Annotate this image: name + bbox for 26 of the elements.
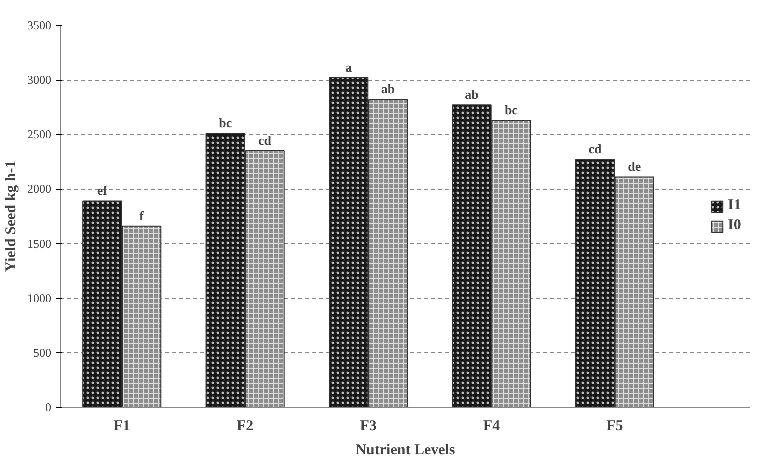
annotation: cd	[588, 142, 603, 157]
y-tick-label: 3000	[28, 73, 52, 88]
y-tick-label: 500	[34, 346, 52, 360]
y-tick-label: 1500	[28, 236, 52, 251]
y-tick-label: 2500	[28, 128, 52, 142]
annotation: bc	[219, 116, 232, 131]
x-tick-label: F5	[606, 418, 624, 434]
annotation: a	[346, 60, 353, 75]
x-tick-label: F2	[236, 418, 254, 434]
y-axis-title: Yield Seed kg h-1	[4, 160, 20, 272]
annotation: cd	[258, 133, 272, 148]
annotation: ab	[465, 87, 479, 102]
annotation: de	[628, 159, 642, 174]
y-tick-label: 0	[46, 400, 52, 414]
annotation: bc	[504, 102, 518, 118]
annotation: ab	[381, 82, 396, 97]
legend-label: I0	[728, 218, 742, 234]
y-tick-label: 2000	[28, 182, 52, 196]
y-tick-label: 3500	[28, 18, 52, 32]
y-tick-label: 1000	[28, 291, 52, 306]
x-tick-label: F1	[114, 418, 130, 434]
x-tick-label: F4	[483, 418, 501, 434]
legend-label: I1	[728, 198, 742, 214]
annotation: f	[140, 208, 145, 224]
x-axis-title: Nutrient Levels	[356, 442, 456, 458]
x-tick-label: F3	[360, 418, 377, 434]
